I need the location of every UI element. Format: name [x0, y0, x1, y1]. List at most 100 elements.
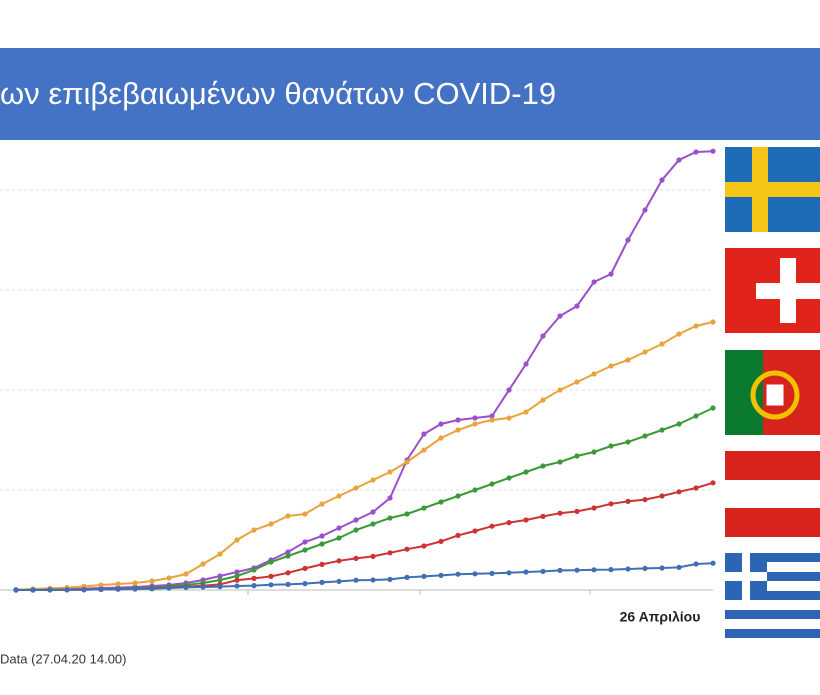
- data-point: [659, 493, 665, 499]
- data-point: [166, 585, 172, 591]
- data-point: [353, 555, 359, 562]
- data-point: [540, 333, 546, 339]
- data-point: [302, 565, 308, 572]
- data-point: [421, 505, 427, 511]
- data-point: [30, 587, 36, 593]
- data-point: [98, 586, 104, 593]
- data-point: [370, 553, 376, 560]
- data-point: [132, 586, 138, 592]
- data-point: [472, 571, 478, 577]
- data-point: [608, 271, 614, 277]
- data-point: [387, 495, 393, 501]
- data-point: [557, 567, 563, 574]
- data-point: [574, 379, 580, 385]
- data-point: [149, 586, 155, 592]
- data-point: [710, 405, 716, 411]
- data-point: [710, 480, 716, 486]
- data-point: [574, 508, 580, 514]
- data-point: [234, 569, 240, 575]
- header-bar: [0, 48, 820, 140]
- data-point: [438, 572, 444, 579]
- data-point: [319, 579, 325, 586]
- data-point: [676, 421, 682, 427]
- data-point: [149, 578, 155, 584]
- data-point: [608, 567, 614, 573]
- data-point: [574, 453, 580, 459]
- data-point: [676, 157, 682, 163]
- data-point: [693, 323, 699, 329]
- data-point: [370, 509, 376, 515]
- data-point: [659, 341, 665, 347]
- data-point: [251, 567, 257, 573]
- data-point: [421, 431, 427, 437]
- data-point: [710, 148, 716, 154]
- data-point: [387, 515, 393, 521]
- data-point: [387, 576, 393, 583]
- data-point: [251, 575, 257, 582]
- flag-austria: [725, 451, 820, 537]
- data-point: [285, 570, 291, 576]
- data-point: [472, 415, 478, 421]
- data-point: [132, 580, 138, 586]
- data-point: [608, 443, 614, 449]
- data-point: [268, 573, 274, 580]
- data-point: [455, 571, 461, 577]
- data-point: [693, 149, 699, 155]
- data-point: [336, 493, 342, 499]
- data-point: [217, 584, 223, 590]
- data-point: [336, 558, 342, 564]
- data-point: [659, 427, 665, 433]
- series-line: [16, 407, 714, 591]
- data-point: [302, 581, 308, 587]
- data-point: [506, 387, 512, 393]
- data-point: [421, 573, 427, 580]
- data-point: [455, 417, 461, 423]
- data-point: [285, 513, 291, 519]
- data-point: [200, 584, 206, 590]
- data-point: [489, 570, 495, 577]
- data-point: [659, 565, 665, 571]
- data-point: [285, 553, 291, 559]
- data-point: [319, 561, 325, 568]
- data-point: [642, 497, 648, 503]
- data-point: [353, 517, 359, 523]
- data-point: [98, 582, 104, 588]
- data-point: [455, 532, 461, 539]
- data-point: [13, 587, 19, 593]
- data-point: [200, 561, 206, 567]
- data-point: [625, 439, 631, 445]
- data-point: [676, 331, 682, 337]
- data-point: [336, 525, 342, 531]
- data-point: [234, 573, 240, 579]
- data-point: [370, 577, 376, 583]
- data-point: [506, 415, 512, 421]
- data-point: [523, 517, 529, 523]
- series-line: [15, 150, 714, 591]
- data-point: [183, 584, 189, 591]
- data-point: [404, 459, 410, 465]
- data-point: [659, 177, 665, 183]
- data-point: [489, 523, 495, 529]
- data-point: [404, 574, 410, 581]
- data-point: [472, 487, 478, 493]
- data-point: [693, 561, 699, 567]
- data-point: [234, 583, 240, 589]
- series-line: [15, 321, 714, 591]
- data-point: [591, 279, 597, 285]
- data-point: [710, 560, 716, 566]
- source-note: Data (27.04.20 14.00): [0, 651, 126, 666]
- data-point: [642, 207, 648, 213]
- data-point: [676, 564, 682, 571]
- data-point: [540, 513, 546, 520]
- data-point: [523, 569, 529, 575]
- data-point: [625, 237, 631, 243]
- data-point: [506, 475, 512, 481]
- data-point: [353, 527, 359, 533]
- data-point: [557, 387, 563, 393]
- data-point: [591, 567, 597, 573]
- data-point: [642, 565, 648, 572]
- data-point: [438, 421, 444, 427]
- data-point: [489, 413, 495, 419]
- data-point: [285, 581, 291, 588]
